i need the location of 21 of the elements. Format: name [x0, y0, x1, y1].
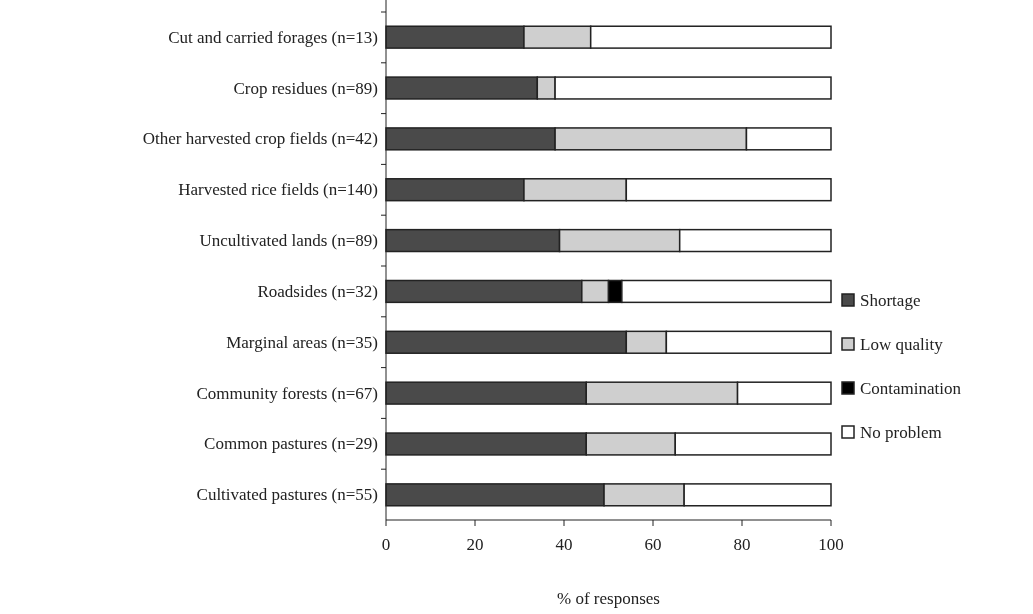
x-tick-label: 60 [644, 535, 662, 554]
y-tick-label: Cultivated pastures (n=55) [196, 485, 378, 505]
legend-label: Low quality [860, 334, 944, 354]
y-tick-label: Crop residues (n=89) [233, 78, 378, 98]
x-tick-label: 40 [555, 535, 573, 554]
y-tick-label: Roadsides (n=32) [257, 281, 378, 301]
legend-label: Contamination [860, 378, 962, 398]
y-tick-label: Community forests (n=67) [196, 383, 378, 403]
x-tick-label: 0 [381, 535, 391, 554]
x-tick-label: 100 [818, 535, 844, 554]
x-axis-title: % of responses [557, 589, 660, 608]
y-tick-label: Cut and carried forages (n=13) [168, 27, 378, 47]
legend-label: Shortage [860, 290, 921, 310]
y-tick-label: Marginal areas (n=35) [226, 332, 378, 352]
y-tick-label: Harvested rice fields (n=140) [178, 180, 378, 200]
legend-label: No problem [860, 422, 942, 442]
x-tick-label: 20 [466, 535, 484, 554]
x-tick-label: 80 [733, 535, 751, 554]
y-tick-label: Uncultivated lands (n=89) [199, 231, 378, 251]
y-tick-label: Common pastures (n=29) [204, 434, 378, 454]
y-tick-label: Other harvested crop fields (n=42) [142, 129, 378, 149]
